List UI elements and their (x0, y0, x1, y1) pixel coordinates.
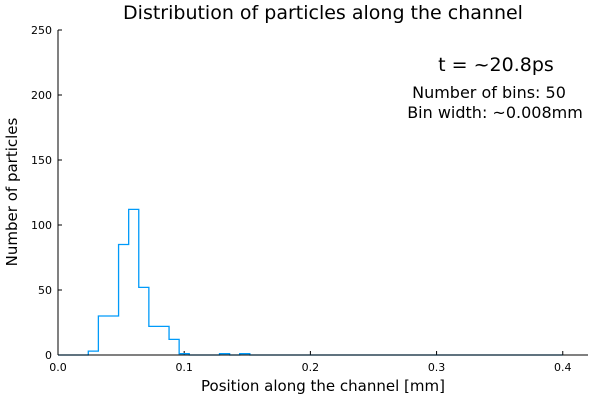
y-tick-label: 250 (31, 24, 52, 37)
bin-width-annotation: Bin width: ~0.008mm (407, 103, 583, 122)
y-tick-label: 200 (31, 89, 52, 102)
x-tick-label: 0.3 (428, 361, 446, 374)
y-tick-group: 0 50 100 150 200 250 (31, 24, 62, 362)
y-tick-label: 50 (38, 284, 52, 297)
x-tick-label: 0.1 (175, 361, 193, 374)
x-axis-label: Position along the channel [mm] (201, 377, 445, 395)
y-tick-label: 150 (31, 154, 52, 167)
x-tick-label: 0.4 (554, 361, 572, 374)
y-tick-label: 100 (31, 219, 52, 232)
y-tick-label: 0 (45, 349, 52, 362)
bins-annotation: Number of bins: 50 (412, 83, 566, 102)
histogram-series-line (58, 208, 563, 356)
y-axis-label: Number of particles (3, 117, 21, 266)
x-tick-label: 0.2 (302, 361, 320, 374)
x-tick-group: 0.0 0.1 0.2 0.3 0.4 (49, 351, 572, 374)
time-annotation: t = ~20.8ps (438, 54, 554, 76)
chart-title: Distribution of particles along the chan… (123, 2, 523, 24)
x-tick-label: 0.0 (49, 361, 67, 374)
